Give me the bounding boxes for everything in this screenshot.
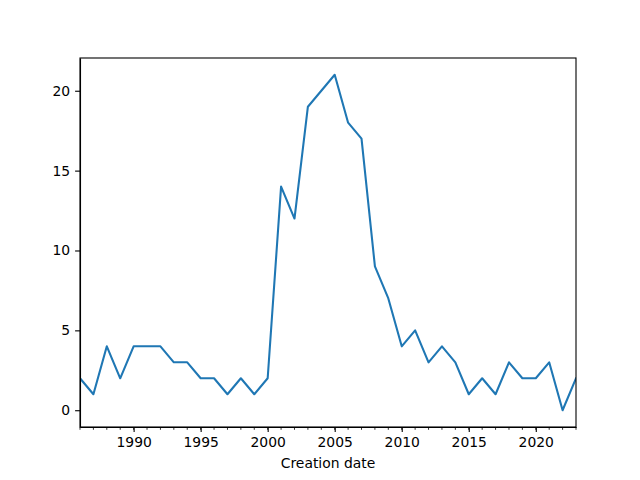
x-tick-label: 1995: [183, 434, 218, 450]
x-minor-ticks: [80, 427, 576, 430]
x-tick-mark: [268, 427, 269, 432]
x-tick: 1990: [116, 427, 151, 450]
x-minor-tick: [147, 427, 148, 430]
x-minor-tick: [214, 427, 215, 430]
x-tick: 2010: [385, 427, 420, 450]
x-tick: 2005: [318, 427, 353, 450]
y-tick-mark: [75, 330, 80, 331]
x-minor-tick: [321, 427, 322, 430]
frame: [80, 58, 576, 427]
x-minor-tick: [562, 427, 563, 430]
x-minor-tick: [482, 427, 483, 430]
background: [0, 0, 640, 480]
x-tick-mark: [134, 427, 135, 432]
x-tick-mark: [469, 427, 470, 432]
x-minor-tick: [120, 427, 121, 430]
y-tick-mark: [75, 410, 80, 411]
x-tick-label: 2000: [250, 434, 285, 450]
x-minor-tick: [361, 427, 362, 430]
x-minor-tick: [173, 427, 174, 430]
chart: 1990 1995 2000 2005 2010 2015 2020 0 5 10 15 20 Crea…: [0, 0, 640, 480]
x-minor-tick: [455, 427, 456, 430]
x-tick: 2020: [519, 427, 554, 450]
y-tick-label: 0: [61, 402, 70, 418]
x-tick-label: 1990: [116, 434, 151, 450]
x-minor-tick: [388, 427, 389, 430]
x-minor-tick: [415, 427, 416, 430]
y-axis: 0 5 10 15 20: [53, 59, 81, 428]
x-minor-tick: [549, 427, 550, 430]
x-tick-mark: [402, 427, 403, 432]
x-axis-line: [81, 427, 577, 428]
x-minor-tick: [441, 427, 442, 430]
x-tick: 2000: [250, 427, 285, 450]
x-minor-tick: [106, 427, 107, 430]
x-minor-tick: [294, 427, 295, 430]
x-tick-mark: [536, 427, 537, 432]
x-minor-tick: [93, 427, 94, 430]
y-tick-label: 20: [53, 83, 71, 99]
x-minor-tick: [160, 427, 161, 430]
x-tick: 2015: [452, 427, 487, 450]
x-tick-label: 2005: [318, 434, 353, 450]
y-tick: 5: [61, 322, 80, 338]
x-minor-tick: [374, 427, 375, 430]
x-tick-mark: [335, 427, 336, 432]
x-minor-tick: [576, 427, 577, 430]
x-tick-label: 2015: [452, 434, 487, 450]
x-minor-tick: [535, 427, 536, 430]
y-tick-mark: [75, 171, 80, 172]
x-minor-tick: [334, 427, 335, 430]
x-minor-tick: [133, 427, 134, 430]
x-axis: 1990 1995 2000 2005 2010 2015 2020: [81, 427, 577, 450]
y-tick: 20: [53, 83, 80, 99]
plot: 1990 1995 2000 2005 2010 2015 2020 0 5 10 15 20: [53, 58, 577, 450]
x-minor-tick: [240, 427, 241, 430]
series-group: [80, 75, 576, 410]
x-minor-tick: [307, 427, 308, 430]
y-tick: 0: [61, 402, 80, 418]
y-tick-mark: [75, 250, 80, 251]
x-minor-tick: [254, 427, 255, 430]
y-tick-label: 10: [53, 242, 71, 258]
x-minor-tick: [200, 427, 201, 430]
y-tick-label: 15: [53, 163, 71, 179]
x-minor-tick: [187, 427, 188, 430]
x-minor-tick: [281, 427, 282, 430]
x-minor-tick: [495, 427, 496, 430]
y-axis-line: [80, 59, 81, 428]
line: [80, 75, 576, 410]
x-minor-tick: [227, 427, 228, 430]
x-tick-label: 2020: [519, 434, 554, 450]
x-minor-tick: [401, 427, 402, 430]
y-tick-label: 5: [61, 322, 70, 338]
x-tick-label: 2010: [385, 434, 420, 450]
y-tick: 15: [53, 163, 80, 179]
x-minor-tick: [267, 427, 268, 430]
x-minor-tick: [348, 427, 349, 430]
x-minor-tick: [508, 427, 509, 430]
x-tick-mark: [201, 427, 202, 432]
x-minor-tick: [468, 427, 469, 430]
x-axis-title: Creation date: [281, 455, 376, 471]
y-tick-mark: [75, 91, 80, 92]
y-tick: 10: [53, 242, 80, 258]
x-minor-tick: [522, 427, 523, 430]
x-minor-tick: [428, 427, 429, 430]
x-tick: 1995: [183, 427, 218, 450]
